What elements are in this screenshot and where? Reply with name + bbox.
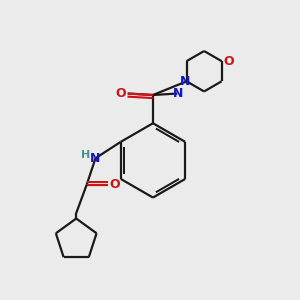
- Text: N: N: [172, 87, 183, 100]
- Text: H: H: [80, 150, 90, 160]
- Text: O: O: [224, 55, 234, 68]
- Text: O: O: [116, 87, 127, 100]
- Text: N: N: [90, 152, 100, 165]
- Text: O: O: [109, 178, 120, 191]
- Text: N: N: [180, 75, 190, 88]
